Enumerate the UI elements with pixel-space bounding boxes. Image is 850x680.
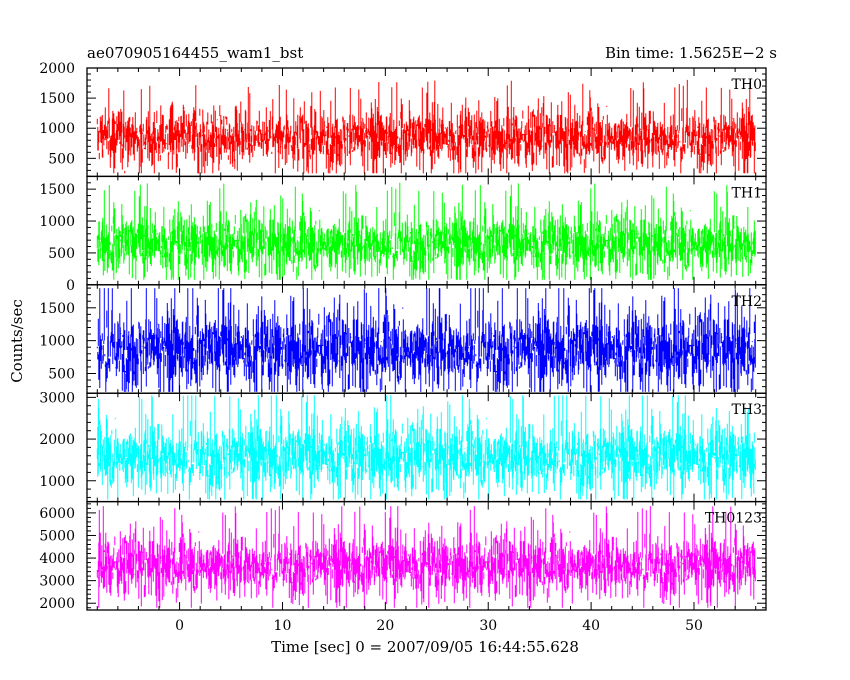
y-tick-label: 2000 xyxy=(39,61,75,77)
y-tick-label: 0 xyxy=(66,278,75,294)
y-tick-label: 1000 xyxy=(39,121,75,137)
y-tick-label: 500 xyxy=(48,366,75,382)
y-tick-label: 1000 xyxy=(39,334,75,350)
y-tick-label: 2000 xyxy=(39,432,75,448)
y-tick-label: 6000 xyxy=(39,506,75,522)
y-tick-label: 1500 xyxy=(39,182,75,198)
series-th2 xyxy=(96,288,756,392)
panel-label-th1: TH1 xyxy=(732,185,762,201)
x-tick-label: 0 xyxy=(175,618,184,634)
y-tick-label: 500 xyxy=(48,246,75,262)
x-tick-label: 20 xyxy=(376,618,394,634)
y-axis-label: Counts/sec xyxy=(8,299,26,383)
y-tick-label: 1000 xyxy=(39,474,75,490)
x-tick-label: 10 xyxy=(274,618,292,634)
x-tick-label: 50 xyxy=(685,618,703,634)
y-tick-label: 1000 xyxy=(39,214,75,230)
y-tick-label: 500 xyxy=(48,151,75,167)
chart-title: ae070905164455_wam1_bst xyxy=(87,44,304,62)
series-th0123 xyxy=(96,506,756,608)
series-th3 xyxy=(96,395,756,500)
x-axis-label: Time [sec] 0 = 2007/09/05 16:44:55.628 xyxy=(271,638,579,656)
y-tick-label: 3000 xyxy=(39,574,75,590)
bin-time-label: Bin time: 1.5625E−2 s xyxy=(604,44,777,62)
y-tick-label: 1500 xyxy=(39,91,75,107)
y-tick-label: 5000 xyxy=(39,528,75,544)
x-tick-label: 30 xyxy=(479,618,497,634)
panel-label-th2: TH2 xyxy=(732,294,762,310)
panel-label-th3: TH3 xyxy=(732,402,762,418)
y-tick-label: 3000 xyxy=(39,390,75,406)
series-th0 xyxy=(96,79,756,174)
panel-label-th0: TH0 xyxy=(732,77,762,93)
x-tick-label: 40 xyxy=(582,618,600,634)
y-tick-label: 1500 xyxy=(39,301,75,317)
y-tick-label: 4000 xyxy=(39,551,75,567)
series-th1 xyxy=(96,182,756,280)
y-tick-label: 2000 xyxy=(39,596,75,612)
panel-label-th0123: TH0123 xyxy=(705,511,762,527)
